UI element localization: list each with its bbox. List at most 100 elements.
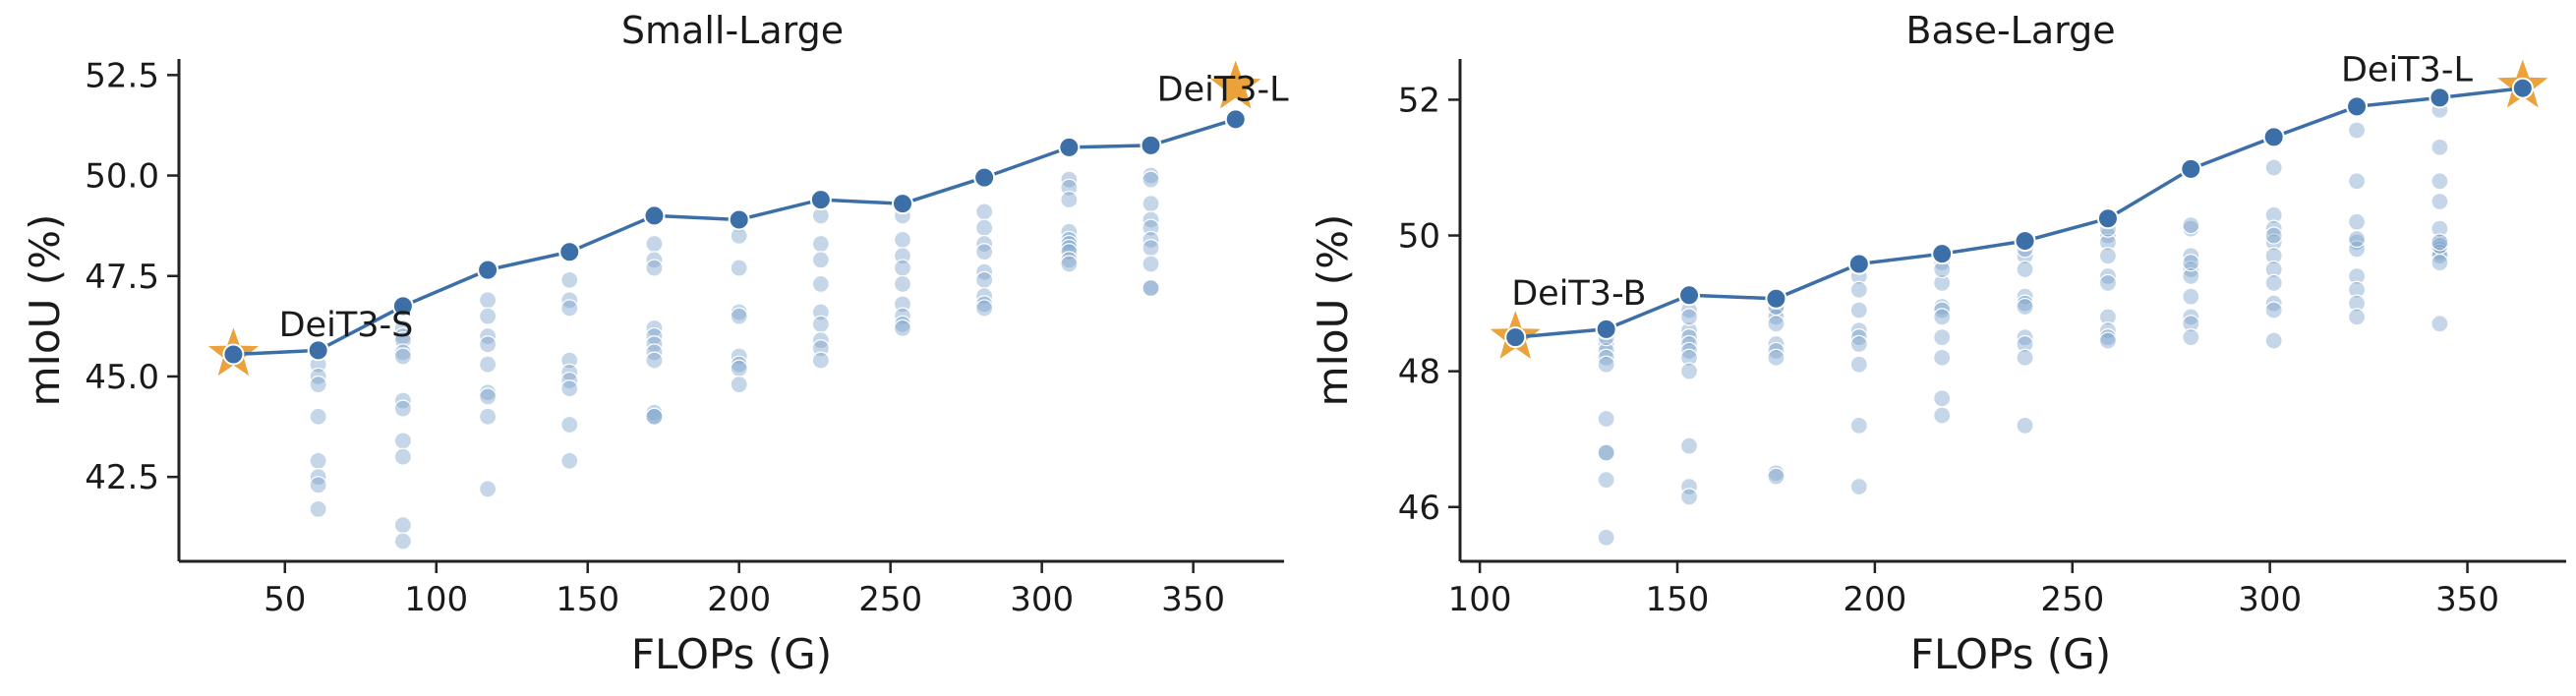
cloud-point	[2430, 172, 2449, 191]
cloud-point	[2347, 294, 2367, 313]
cloud-point	[1849, 280, 1868, 299]
cloud-point	[1060, 255, 1079, 273]
cloud-point	[1933, 328, 1952, 347]
chart-title: Base-Large	[1905, 9, 2115, 52]
line-point	[643, 204, 666, 227]
x-tick-label: 300	[1010, 580, 1074, 619]
cloud-point	[1679, 341, 1699, 361]
cloud-point	[645, 403, 664, 422]
cloud-point	[2347, 212, 2367, 231]
cloud-point	[1142, 278, 1160, 298]
cloud-point	[2264, 219, 2283, 238]
cloud-point	[479, 387, 498, 406]
cloud-point	[393, 399, 412, 418]
line-point	[222, 343, 245, 366]
cloud-point	[2098, 233, 2118, 252]
cloud-point	[2098, 331, 2118, 350]
cloud-point	[2182, 287, 2200, 306]
cloud-point	[811, 351, 830, 370]
x-tick-label: 100	[1448, 580, 1512, 619]
cloud-point	[975, 218, 994, 237]
cloud-point	[1597, 341, 1615, 361]
cloud-point	[309, 451, 327, 470]
cloud-point	[560, 379, 579, 398]
cloud-point	[1597, 443, 1615, 462]
cloud-point	[2098, 321, 2118, 340]
annotation-label: DeiT3-L	[2341, 50, 2473, 89]
x-tick-label: 50	[263, 580, 306, 619]
cloud-point	[2016, 348, 2034, 367]
cloud-point	[2264, 233, 2283, 252]
cloud-point	[393, 347, 412, 366]
cloud-point	[1679, 308, 1699, 326]
cloud-point	[1679, 334, 1699, 354]
y-tick-label: 46	[1398, 489, 1440, 528]
cloud-point	[645, 407, 664, 426]
cloud-point	[2347, 121, 2367, 140]
cloud-point	[2264, 273, 2283, 292]
cloud-point	[2430, 233, 2449, 252]
cloud-point	[975, 270, 994, 289]
cloud-point	[2264, 260, 2283, 279]
cloud-point	[2182, 315, 2200, 333]
cloud-point	[2264, 226, 2283, 245]
cloud-point	[2264, 294, 2283, 313]
cloud-point	[2264, 158, 2283, 177]
cloud-point	[2430, 254, 2449, 272]
cloud-point	[811, 274, 830, 294]
y-axis-label: mIoU (%)	[21, 214, 69, 407]
cloud-point	[479, 291, 498, 310]
line-point	[1931, 243, 1954, 265]
cloud-point	[479, 335, 498, 354]
x-tick-label: 150	[1646, 580, 1710, 619]
line-point	[2014, 230, 2036, 253]
cloud-point	[645, 351, 664, 370]
cloud-point	[2430, 247, 2449, 265]
cloud-point	[730, 376, 748, 394]
cloud-point	[1849, 477, 1868, 496]
line-point	[1224, 108, 1247, 131]
cloud-point	[393, 447, 412, 466]
y-axis-label: mIoU (%)	[1309, 214, 1357, 407]
cloud-point	[1849, 321, 1868, 340]
x-tick-label: 350	[2435, 580, 2499, 619]
cloud-point	[393, 326, 412, 346]
cloud-point	[1933, 406, 1952, 425]
line-point	[809, 189, 832, 211]
cloud-point	[1597, 528, 1615, 547]
cloud-point	[2016, 260, 2034, 279]
line-point	[728, 208, 750, 231]
cloud-point	[1849, 334, 1868, 354]
cloud-point	[1679, 328, 1699, 347]
cloud-point	[1060, 190, 1079, 209]
cloud-point	[1849, 328, 1868, 347]
cloud-point	[811, 234, 830, 254]
cloud-point	[1849, 416, 1868, 435]
line-point	[2180, 157, 2202, 180]
x-tick-label: 200	[707, 580, 771, 619]
cloud-point	[1849, 355, 1868, 374]
cloud-point	[2182, 308, 2200, 326]
cloud-point	[2016, 416, 2034, 435]
cloud-point	[2182, 266, 2200, 286]
cloud-point	[1767, 467, 1786, 486]
cloud-point	[479, 480, 498, 498]
panel-small-large: Small-Large 50 100 150 200 250 300 350 42.5 45.0 4…	[21, 9, 1289, 678]
cloud-point	[479, 355, 498, 374]
cloud-point	[2182, 328, 2200, 347]
cloud-point	[1849, 301, 1868, 319]
cloud-point	[2430, 192, 2449, 211]
y-tick-label: 42.5	[85, 458, 159, 497]
cloud-point	[2264, 247, 2283, 265]
cloud-point	[1142, 166, 1160, 185]
x-axis-label: FLOPs (G)	[1910, 630, 2111, 678]
x-tick-label: 250	[858, 580, 922, 619]
cloud-point	[2347, 172, 2367, 191]
cloud-point	[560, 270, 579, 289]
cloud-point	[1767, 315, 1786, 333]
cloud-point	[730, 303, 748, 321]
y-tick-label: 52.5	[85, 56, 159, 95]
line-point	[307, 339, 329, 362]
cloud-point	[1679, 362, 1699, 380]
line-point	[558, 241, 581, 263]
